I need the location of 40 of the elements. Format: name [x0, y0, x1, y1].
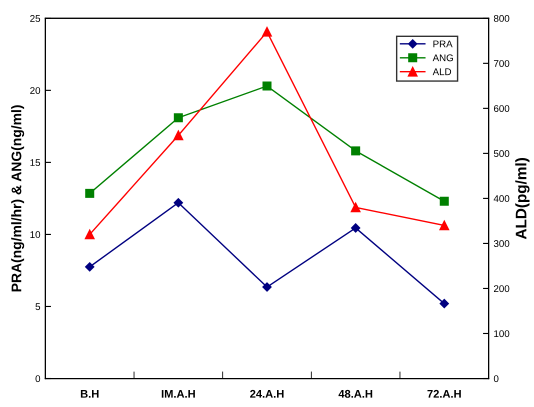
point	[439, 220, 450, 230]
x-tick-label: IM.A.H	[162, 390, 195, 398]
point	[351, 223, 360, 233]
y2-tick-label: 400	[494, 195, 510, 202]
point	[440, 196, 449, 206]
x-tick-label: 24.A.H	[250, 390, 284, 398]
x-tick-label: B.H	[80, 390, 99, 398]
legend-label: PRA	[433, 40, 453, 48]
y-tick-label: 25	[30, 15, 40, 22]
x-tick-label: 48.A.H	[338, 390, 372, 398]
y2-tick-label: 200	[494, 285, 510, 292]
point	[174, 113, 183, 122]
y-tick-label: 5	[36, 303, 40, 310]
y2-tick-label: 800	[494, 15, 510, 22]
point	[262, 82, 272, 91]
point	[262, 26, 272, 37]
y-tick-label: 0	[36, 375, 40, 382]
point	[350, 202, 361, 212]
y2-tick-label: 500	[494, 150, 510, 158]
point	[85, 188, 94, 198]
legend-label: ANG	[432, 54, 453, 62]
y2-tick-label: 100	[494, 330, 510, 338]
y2-tick-label: 600	[494, 105, 510, 112]
point	[173, 130, 184, 140]
point	[174, 198, 183, 208]
y-tick-label: 10	[30, 231, 40, 238]
y-axis-title: PRA(ng/ml/hr) & ANG(ng/ml)	[11, 105, 24, 292]
legend-label: ALD	[432, 68, 452, 76]
point	[351, 146, 360, 156]
y2-tick-label: 0	[494, 375, 498, 382]
point	[84, 230, 95, 240]
point	[262, 282, 272, 292]
y2-tick-label: 300	[494, 240, 510, 248]
point	[440, 298, 449, 308]
x-tick-label: 72.A.H	[427, 390, 461, 398]
y2-tick-label: 700	[494, 60, 510, 67]
y-tick-label: 20	[30, 87, 40, 94]
point	[85, 262, 94, 272]
y-tick-label: 15	[30, 159, 40, 166]
y2-axis-title: ALD(pg/ml)	[515, 158, 530, 240]
